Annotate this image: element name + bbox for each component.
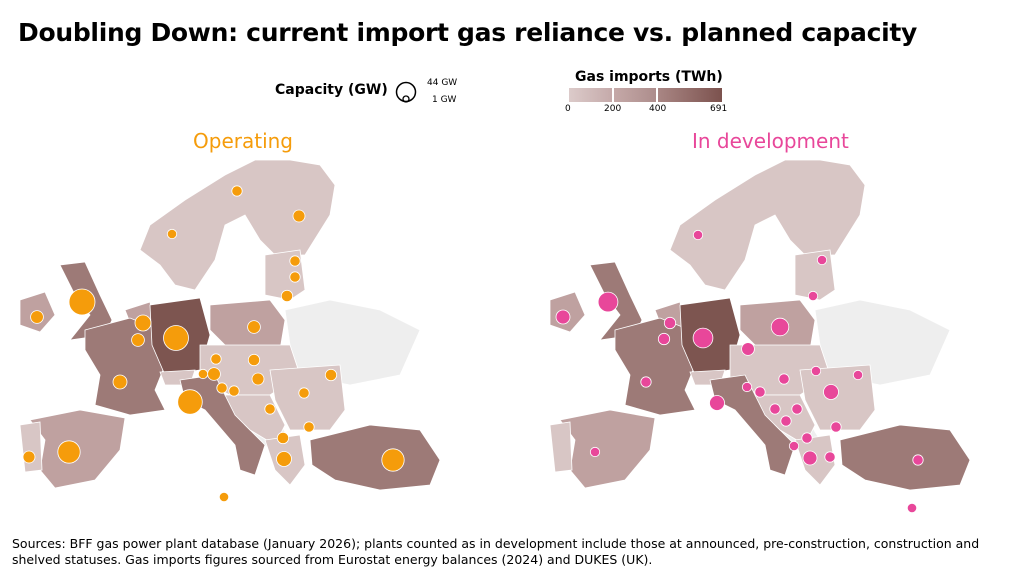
capacity-bubble <box>788 440 800 452</box>
capacity-bubble <box>823 384 839 400</box>
capacity-bubble <box>830 421 842 433</box>
capacity-bubble <box>816 254 828 266</box>
gas-tick: 0 <box>565 104 571 114</box>
operating-panel-title: Operating <box>193 129 293 153</box>
capacity-bubble <box>134 314 152 332</box>
capacity-bubble <box>657 332 671 346</box>
gas-legend-label: Gas imports (TWh) <box>575 69 723 85</box>
capacity-legend-max: 44 GW <box>427 78 458 88</box>
capacity-bubble <box>824 451 836 463</box>
country-romania-bulgaria <box>799 364 876 431</box>
capacity-bubble <box>298 387 310 399</box>
capacity-bubble <box>381 448 405 472</box>
country-scandinavia <box>669 159 866 291</box>
country-france <box>614 317 696 416</box>
capacity-bubble <box>597 291 619 313</box>
capacity-bubble <box>289 271 301 283</box>
capacity-bubble <box>289 255 301 267</box>
capacity-bubble <box>780 415 792 427</box>
capacity-bubble <box>754 386 766 398</box>
capacity-bubble <box>68 288 96 316</box>
capacity-bubble <box>770 317 790 337</box>
capacity-bubble <box>276 431 290 445</box>
capacity-bubble <box>802 450 818 466</box>
capacity-bubble <box>810 365 822 377</box>
capacity-bubble <box>292 209 306 223</box>
capacity-bubble <box>906 502 918 514</box>
capacity-bubble <box>177 389 203 415</box>
capacity-bubble <box>22 450 36 464</box>
capacity-bubble <box>303 421 315 433</box>
capacity-bubble <box>663 316 677 330</box>
capacity-bubble <box>280 289 294 303</box>
country-portugal <box>549 421 573 473</box>
capacity-legend-label: Capacity (GW) <box>275 82 388 98</box>
country-spain <box>559 409 656 489</box>
gas-legend-bin <box>658 88 722 102</box>
capacity-bubble <box>555 309 571 325</box>
capacity-bubble <box>247 320 261 334</box>
capacity-bubble <box>769 403 781 415</box>
capacity-bubble <box>163 325 189 351</box>
capacity-bubble <box>218 491 230 503</box>
capacity-bubble <box>640 376 652 388</box>
country-poland <box>209 299 286 351</box>
capacity-bubble <box>807 290 819 302</box>
capacity-bubble <box>324 368 338 382</box>
capacity-bubble <box>264 403 276 415</box>
capacity-bubble <box>57 440 81 464</box>
development-map <box>549 159 971 514</box>
capacity-bubble <box>166 228 178 240</box>
capacity-legend-min: 1 GW <box>432 95 457 105</box>
capacity-bubble <box>112 374 128 390</box>
gas-tick: 691 <box>710 104 728 114</box>
capacity-bubble <box>778 373 790 385</box>
operating-map <box>19 159 441 503</box>
capacity-bubble <box>251 372 265 386</box>
gas-tick: 400 <box>649 104 667 114</box>
capacity-bubble <box>216 382 228 394</box>
capacity-bubble <box>247 353 261 367</box>
capacity-bubble <box>852 369 864 381</box>
capacity-bubble <box>276 451 292 467</box>
capacity-bubble <box>210 353 222 365</box>
capacity-legend-circle-small <box>402 95 410 103</box>
capacity-bubble <box>589 446 601 458</box>
capacity-bubble <box>912 454 924 466</box>
capacity-bubble <box>741 342 755 356</box>
capacity-bubble <box>197 368 209 380</box>
capacity-bubble <box>207 367 221 381</box>
capacity-bubble <box>709 395 725 411</box>
country-portugal <box>19 421 43 473</box>
capacity-bubble <box>692 327 714 349</box>
capacity-bubble <box>801 432 813 444</box>
capacity-bubble <box>791 403 803 415</box>
sources-note: Sources: BFF gas power plant database (J… <box>12 536 980 567</box>
capacity-bubble <box>131 333 145 347</box>
gas-tick: 200 <box>604 104 622 114</box>
country-turkey <box>839 424 971 491</box>
gas-legend-bin <box>569 88 612 102</box>
chart-title: Doubling Down: current import gas relian… <box>18 18 918 47</box>
capacity-bubble <box>231 185 243 197</box>
country-scandinavia <box>139 159 336 291</box>
development-panel-title: In development <box>692 129 849 153</box>
capacity-bubble <box>741 381 753 393</box>
capacity-legend-circle-large <box>395 81 417 103</box>
country-romania-bulgaria <box>269 364 346 431</box>
capacity-bubble <box>692 229 704 241</box>
country-turkey <box>309 424 441 491</box>
capacity-bubble <box>30 310 44 324</box>
gas-legend-bin <box>614 88 656 102</box>
capacity-bubble <box>228 385 240 397</box>
